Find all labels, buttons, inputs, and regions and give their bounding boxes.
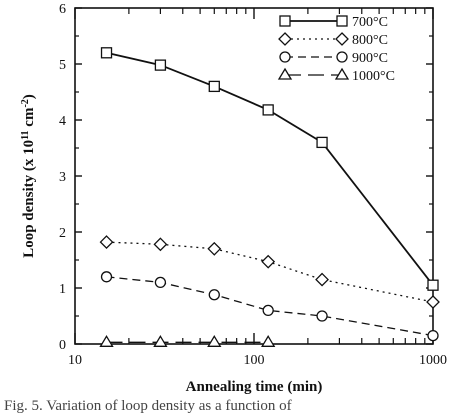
square-marker [100,47,113,59]
x-axis-title: Annealing time (min) [186,379,323,395]
y-tick-label: 5 [59,58,66,73]
circle-marker [262,304,274,317]
triangle-marker [277,67,293,80]
circle-marker [427,329,439,342]
series-layer [99,47,440,347]
diamond-marker [426,295,440,309]
square-marker [427,279,439,291]
loop-density-chart: 0 1 2 3 4 5 6 10 100 1000 700°C 800°C 900°C 1000°C A… [20,2,448,395]
y-tick-label: 3 [59,170,66,185]
y-axis-title-exp2: -2 [20,99,31,107]
diamond-marker [261,254,276,269]
legend: 700°C 800°C 900°C 1000°C [277,15,395,84]
diamond-marker [278,32,292,46]
series-2 [100,271,439,342]
legend-label: 700°C [352,15,388,30]
series-3 [99,335,276,347]
square-marker [336,15,348,27]
x-tick-label: 10 [68,353,82,368]
legend-item: 1000°C [277,67,395,84]
y-tick-label: 6 [59,2,66,17]
y-axis-title-suffix: ) [21,94,37,99]
square-marker [316,136,328,149]
diamond-marker [99,235,114,249]
square-marker [279,15,291,27]
y-axis-title-middle: cm [21,107,37,130]
triangle-marker [334,67,350,80]
x-tick-label: 100 [244,353,265,368]
triangle-marker [99,335,114,347]
y-tick-label: 1 [59,282,66,297]
series-line [106,241,434,303]
series-1 [99,235,440,309]
legend-item: 700°C [279,15,388,30]
circle-marker [316,310,328,322]
legend-item: 900°C [279,51,388,66]
legend-label: 900°C [352,51,388,66]
legend-label: 1000°C [352,69,395,84]
square-marker [208,80,220,93]
circle-marker [208,289,220,301]
square-marker [262,104,274,116]
diamond-marker [335,32,349,46]
x-tick-label: 1000 [419,353,447,368]
square-marker [154,59,167,71]
triangle-marker [207,335,222,347]
y-axis-title: Loop density (x 1011 cm-2) [20,94,38,258]
figure-caption: Fig. 5. Variation of loop density as a f… [4,398,292,414]
series-0 [100,47,439,291]
y-tick-label: 4 [59,114,66,129]
y-tick-label: 2 [59,226,66,241]
triangle-marker [153,335,168,347]
legend-item: 800°C [278,32,388,48]
circle-marker [279,51,291,63]
triangle-marker [261,335,276,347]
circle-marker [100,271,113,283]
diamond-marker [315,272,329,287]
diamond-marker [207,241,222,256]
diamond-marker [153,237,168,252]
series-line [106,51,434,286]
y-tick-label: 0 [59,338,66,353]
legend-label: 800°C [352,33,388,48]
axes: 0 1 2 3 4 5 6 10 100 1000 [59,2,447,368]
y-axis-title-prefix: Loop density (x 10 [21,140,37,258]
circle-marker [336,51,348,63]
y-axis-title-exp1: 11 [20,130,31,139]
circle-marker [154,276,167,289]
series-line [106,276,434,337]
